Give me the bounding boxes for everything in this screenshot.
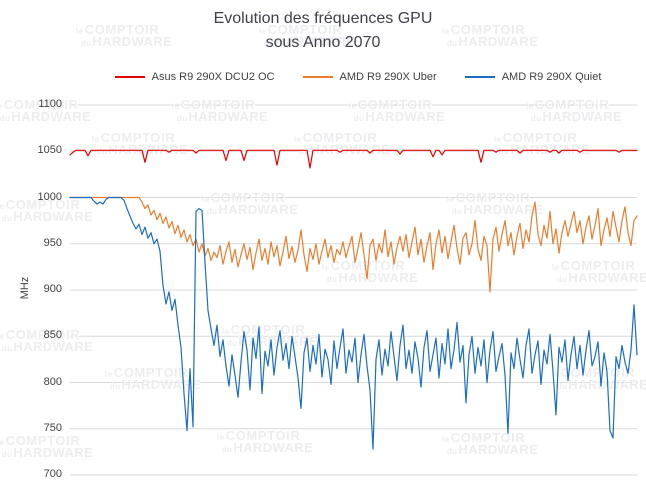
series-line-amd-r9-290x-quiet <box>69 196 638 450</box>
y-tick-label: 800 <box>43 375 62 388</box>
chart-title-line2: sous Anno 2070 <box>265 34 381 51</box>
y-tick-label: 1100 <box>38 98 62 110</box>
chart-title: Evolution des fréquences GPU sous Anno 2… <box>0 7 646 55</box>
y-axis-label: MHz <box>19 276 31 300</box>
legend-label: AMD R9 290X Quiet <box>501 71 602 83</box>
series-line-amd-r9-290x-uber <box>69 196 638 293</box>
y-tick-label: 1050 <box>37 144 62 157</box>
y-tick-label: 750 <box>43 421 62 434</box>
legend-swatch <box>464 76 495 78</box>
legend-item: AMD R9 290X Quiet <box>464 71 602 83</box>
legend-swatch <box>114 76 145 78</box>
y-tick-label: 700 <box>43 468 62 480</box>
y-tick-label: 1000 <box>37 190 62 203</box>
y-tick-label: 900 <box>43 283 62 295</box>
legend: Asus R9 290X DCU2 OC AMD R9 290X Uber AMD … <box>70 71 646 83</box>
legend-item: Asus R9 290X DCU2 OC <box>114 71 275 83</box>
y-tick-label: 950 <box>43 236 62 249</box>
series-line-asus-r9-290x-dcu2-oc <box>69 149 638 169</box>
legend-swatch <box>302 76 333 78</box>
chart-title-line1: Evolution des fréquences GPU <box>213 10 433 27</box>
legend-label: Asus R9 290X DCU2 OC <box>151 71 275 83</box>
legend-item: AMD R9 290X Uber <box>302 71 437 83</box>
y-tick-label: 850 <box>43 329 62 342</box>
legend-label: AMD R9 290X Uber <box>339 71 437 83</box>
